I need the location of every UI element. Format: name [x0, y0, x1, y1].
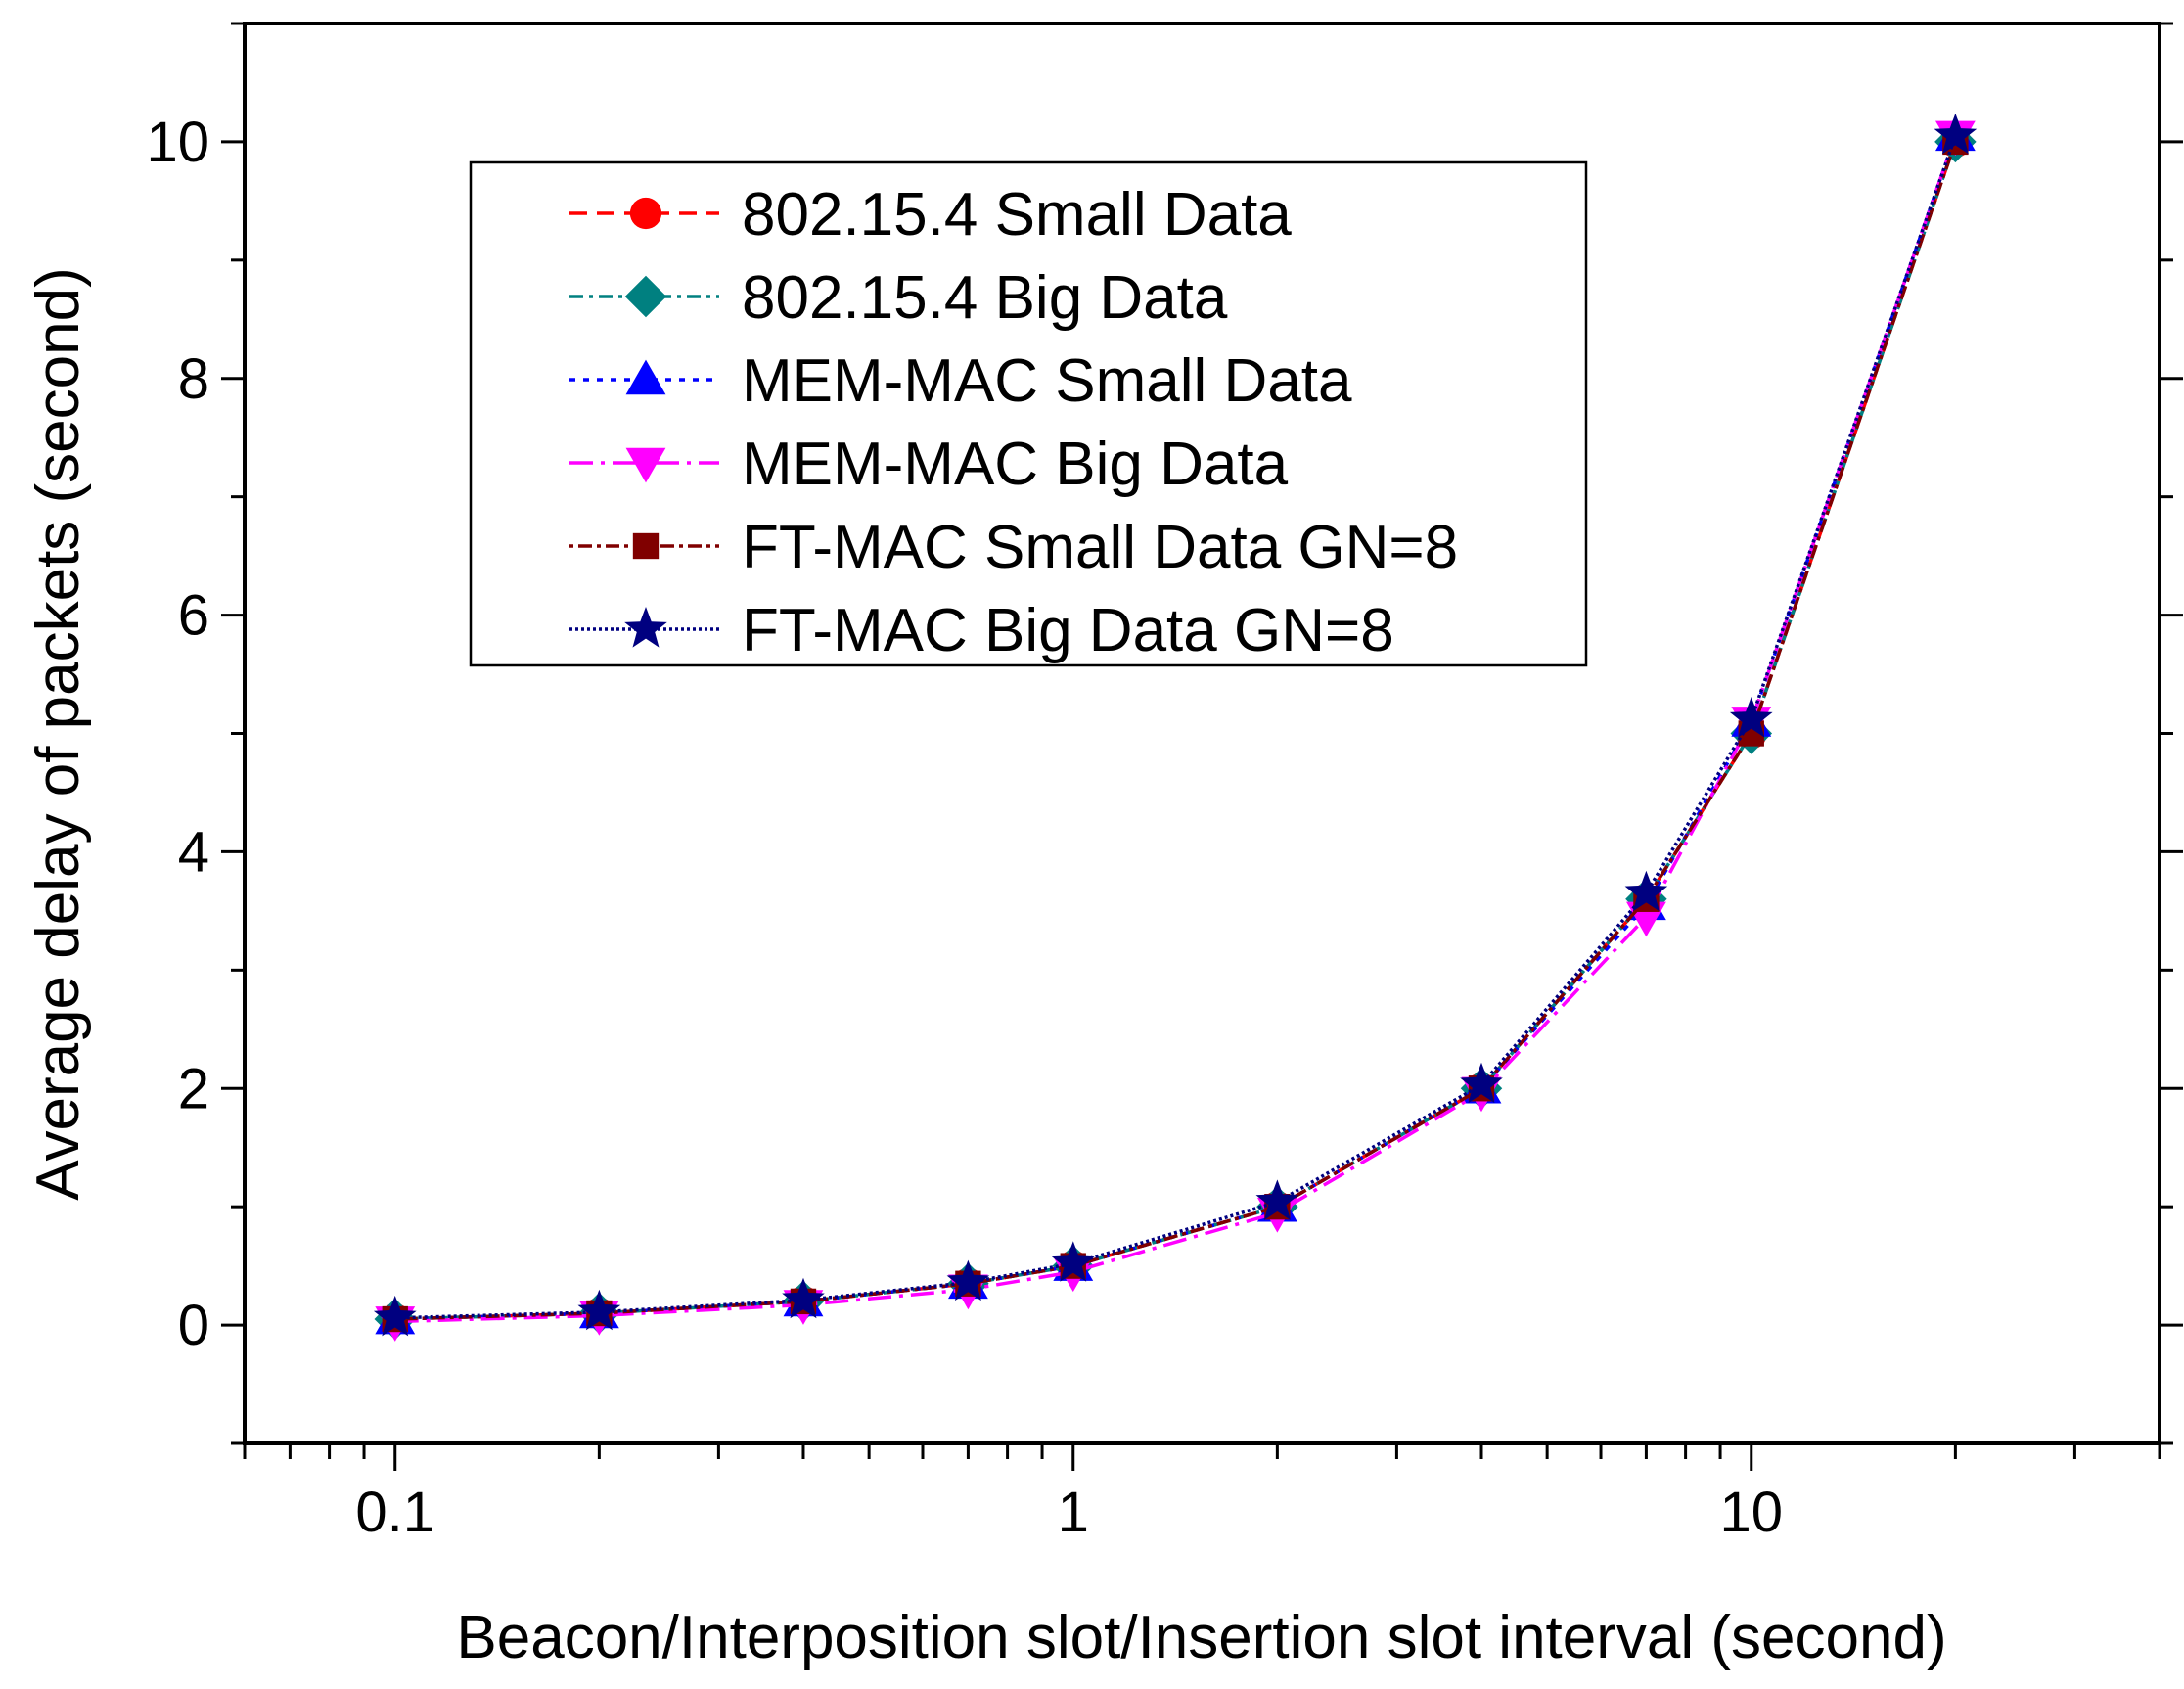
y-tick-label: 4 — [178, 820, 209, 884]
legend: 802.15.4 Small Data 802.15.4 Big Data MEM-… — [469, 160, 1588, 667]
data-point — [1051, 1241, 1095, 1282]
legend-entry: 802.15.4 Big Data — [569, 264, 1228, 332]
plot-frame — [243, 22, 2161, 1445]
x-tick-label: 0.1 — [355, 1481, 434, 1544]
legend-entries: 802.15.4 Small Data 802.15.4 Big Data MEM-… — [569, 181, 1458, 664]
legend-label: 802.15.4 Small Data — [742, 181, 1292, 249]
legend-entry: FT-MAC Small Data GN=8 — [569, 514, 1458, 581]
data-point — [782, 1277, 825, 1319]
data-point — [1460, 1062, 1503, 1104]
data-point — [577, 1289, 621, 1331]
legend-marker — [629, 197, 662, 230]
y-tick-label: 8 — [178, 347, 209, 411]
legend-label: MEM-MAC Small Data — [742, 347, 1352, 415]
legend-marker — [625, 359, 666, 395]
series-layer — [373, 113, 1978, 1342]
legend-marker — [632, 532, 660, 560]
series-line — [394, 141, 1958, 1321]
data-point — [946, 1259, 990, 1301]
x-tick-label: 10 — [1720, 1481, 1784, 1544]
series-line — [394, 135, 1958, 1320]
data-point — [1934, 113, 1978, 155]
x-tick-label: 1 — [1058, 1481, 1089, 1544]
y-tick-label: 10 — [146, 111, 209, 174]
legend-entry: FT-MAC Big Data GN=8 — [569, 597, 1394, 664]
legend-label: FT-MAC Big Data GN=8 — [742, 597, 1394, 664]
data-point — [1624, 870, 1668, 912]
legend-label: 802.15.4 Big Data — [742, 264, 1228, 332]
legend-entry: MEM-MAC Small Data — [569, 347, 1352, 415]
series-line — [394, 135, 1958, 1324]
legend-label: FT-MAC Small Data GN=8 — [742, 514, 1458, 581]
x-axis-title: Beacon/Interposition slot/Insertion slot… — [456, 1604, 1946, 1671]
legend-entry: 802.15.4 Small Data — [569, 181, 1292, 249]
series-6 — [373, 113, 1978, 1337]
y-tick-label: 0 — [178, 1294, 209, 1357]
legend-label: MEM-MAC Big Data — [742, 431, 1289, 498]
y-axis-title: Average delay of packets (second) — [24, 267, 92, 1201]
legend-entry: MEM-MAC Big Data — [569, 431, 1289, 498]
y-tick-labels: 0 2 4 6 8 10 — [146, 111, 209, 1357]
axis-ticks — [221, 22, 2183, 1471]
data-point — [1255, 1179, 1299, 1220]
x-tick-labels: 0.1 1 10 — [355, 1481, 1783, 1544]
data-point — [373, 1295, 417, 1337]
data-point — [1729, 697, 1773, 738]
legend-marker — [624, 607, 667, 648]
y-tick-label: 2 — [178, 1057, 209, 1120]
legend-marker — [625, 447, 666, 483]
legend-marker — [624, 275, 667, 318]
legend-box — [469, 160, 1588, 667]
y-tick-label: 6 — [178, 584, 209, 648]
